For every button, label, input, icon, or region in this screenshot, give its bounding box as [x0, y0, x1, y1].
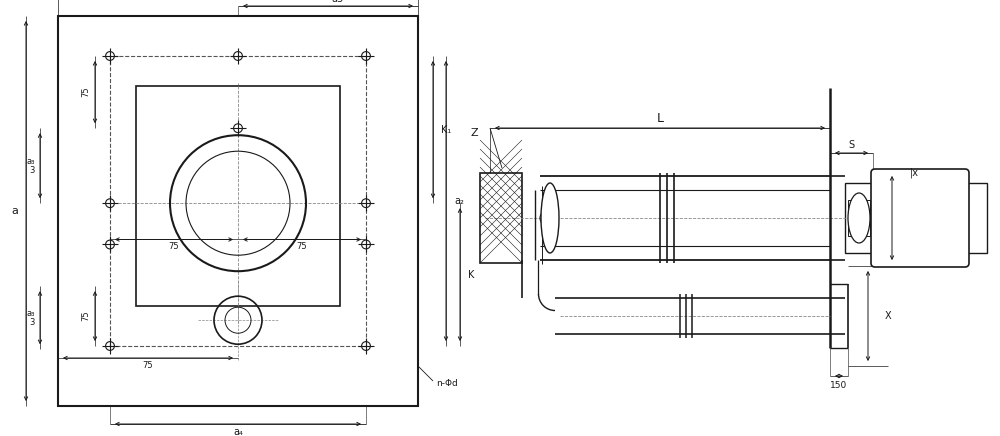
Text: a₄: a₄	[233, 427, 243, 436]
Text: 150: 150	[830, 381, 848, 389]
Text: 3: 3	[30, 166, 35, 175]
Ellipse shape	[848, 193, 870, 243]
Text: a5: a5	[331, 0, 343, 4]
Text: a₃: a₃	[27, 157, 35, 166]
Ellipse shape	[541, 183, 559, 253]
Text: K₁: K₁	[441, 125, 451, 135]
Bar	[136, 86, 340, 306]
Text: 75: 75	[143, 361, 153, 369]
FancyBboxPatch shape	[871, 169, 969, 267]
Text: |x: |x	[910, 168, 919, 178]
Text: 75: 75	[81, 311, 90, 321]
Text: X: X	[885, 311, 892, 321]
Bar	[480, 173, 522, 263]
Text: 75: 75	[81, 87, 90, 97]
Bar	[848, 200, 870, 236]
Text: Z: Z	[470, 128, 478, 138]
Text: L: L	[656, 112, 664, 126]
Text: a: a	[11, 206, 18, 216]
Bar	[965, 183, 987, 253]
Text: 3: 3	[30, 318, 35, 327]
Text: S: S	[848, 140, 854, 150]
Text: a₃: a₃	[27, 309, 35, 318]
Text: a₂: a₂	[454, 196, 464, 206]
Text: 75: 75	[297, 242, 307, 251]
Text: 75: 75	[169, 242, 179, 251]
Text: K: K	[468, 269, 474, 279]
Bar	[110, 56, 366, 346]
Bar	[58, 16, 418, 406]
Bar	[845, 183, 873, 253]
Text: n-Φd: n-Φd	[436, 379, 458, 388]
